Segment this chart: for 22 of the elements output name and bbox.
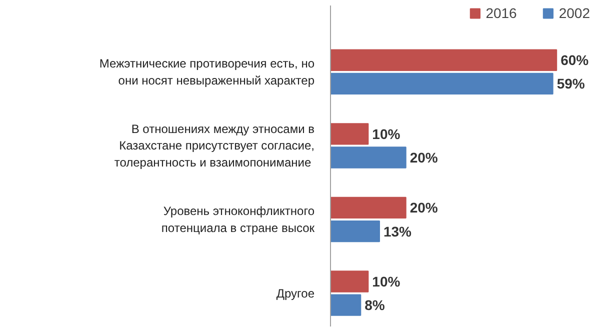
bar <box>330 294 362 316</box>
data-label: 13% <box>383 223 412 240</box>
bar <box>330 270 369 292</box>
y-tick-label: В отношениях между этносами в Казахстане присутствует согласие, толерантность и взаимопонимание <box>114 122 315 170</box>
legend-label: 2002 <box>558 5 590 21</box>
bar <box>330 72 554 95</box>
data-label: 20% <box>410 200 438 216</box>
data-label: 60% <box>560 52 590 68</box>
data-label: 10% <box>372 273 401 290</box>
bar <box>330 123 369 145</box>
data-label: 8% <box>364 297 386 314</box>
y-tick-label: Межэтнические противоречия есть, но они носят невыраженный характер <box>99 56 315 88</box>
y-tick-label: Другое <box>276 286 315 300</box>
data-label: 59% <box>556 76 586 92</box>
bar <box>330 220 380 242</box>
bar <box>330 196 406 219</box>
legend-label: 2016 <box>486 5 517 21</box>
bar <box>330 146 406 168</box>
data-label: 10% <box>372 126 401 142</box>
data-label: 20% <box>410 150 438 166</box>
y-tick-label: Уровень этноконфликтного потенциала в стране высок <box>161 204 316 235</box>
bar <box>330 49 558 71</box>
